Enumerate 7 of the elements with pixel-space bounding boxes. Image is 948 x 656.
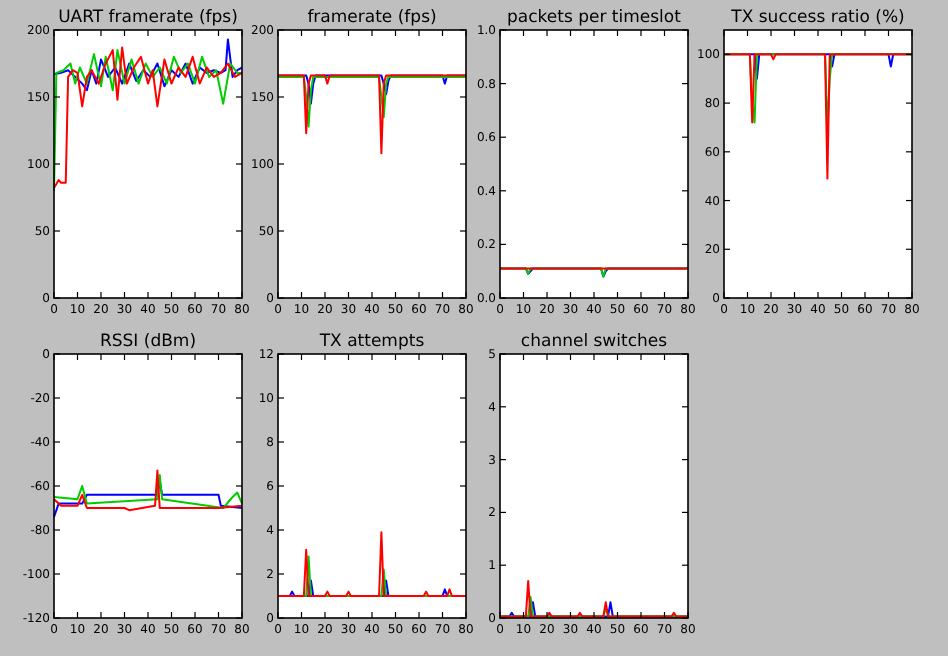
chart-title: framerate (fps) bbox=[307, 8, 437, 28]
chart-title: UART framerate (fps) bbox=[58, 8, 238, 28]
chart-title: TX attempts bbox=[317, 332, 426, 352]
chart-title: channel switches bbox=[520, 332, 669, 352]
chart-title: packets per timeslot bbox=[507, 8, 683, 28]
chart-title: RSSI (dBm) bbox=[99, 332, 197, 352]
chart-title: TX success ratio (%) bbox=[729, 8, 905, 28]
